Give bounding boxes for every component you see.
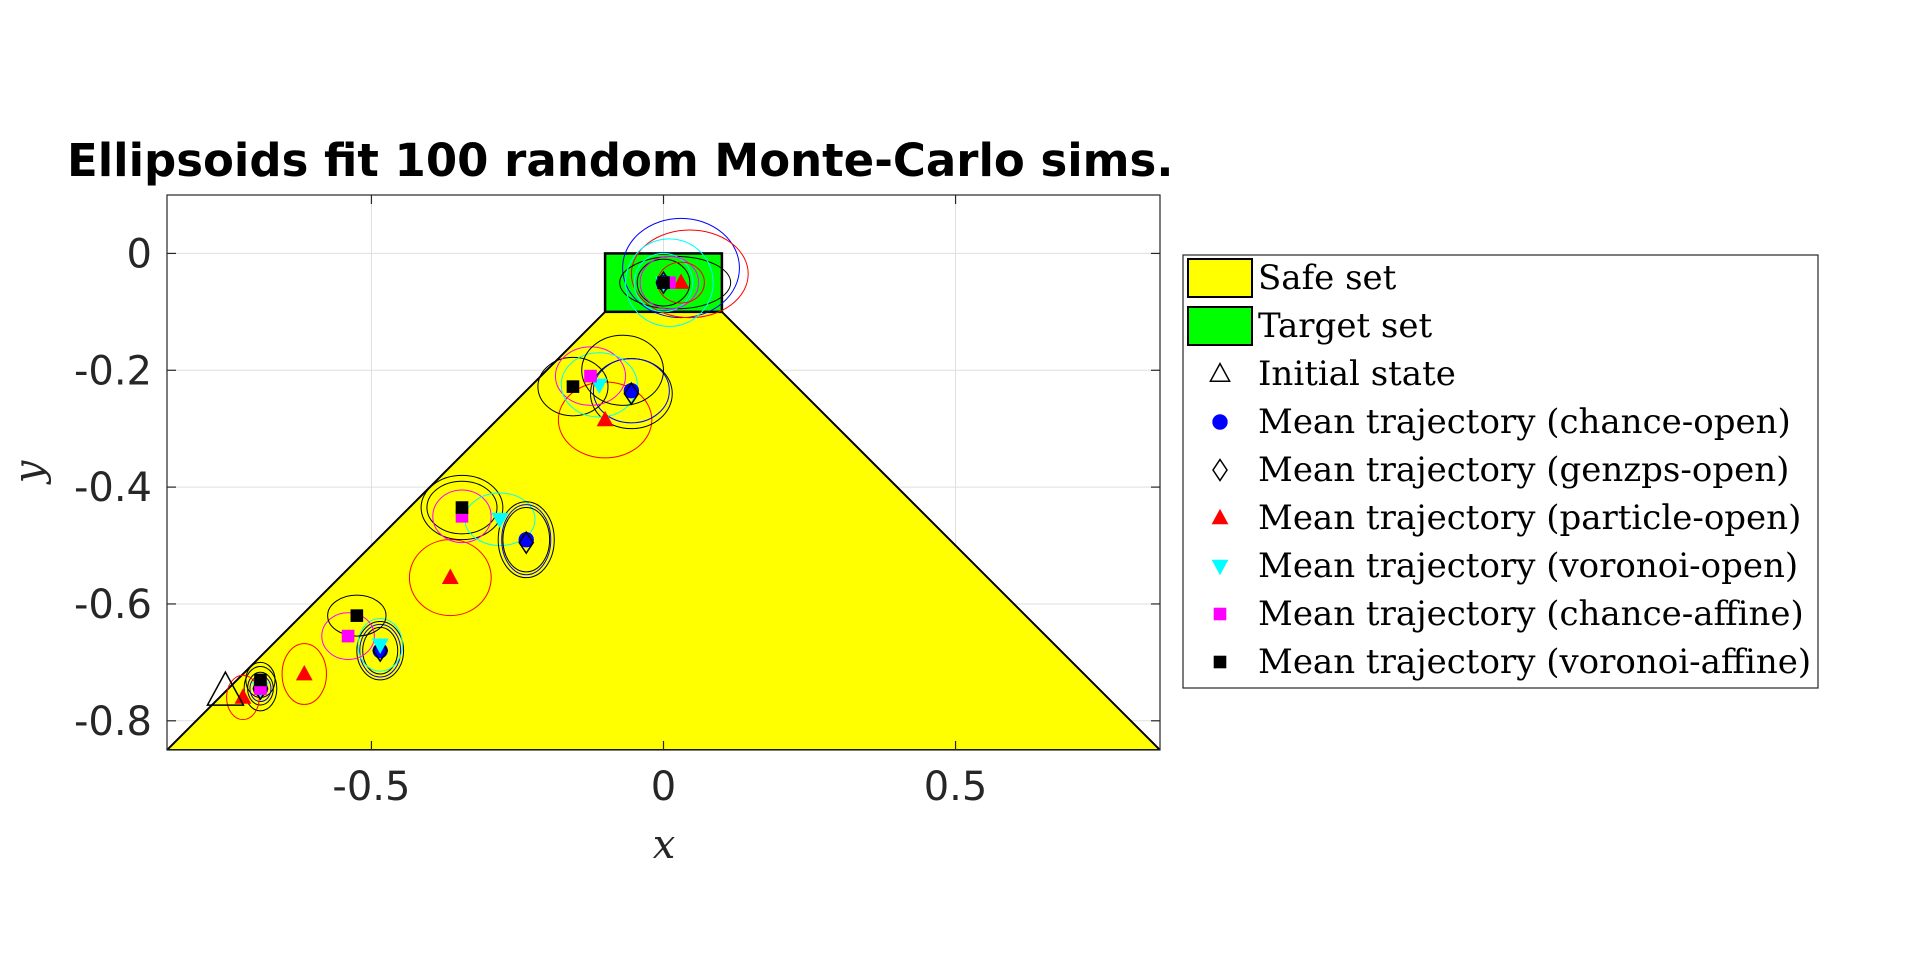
y-axis-label: y xyxy=(6,459,52,485)
ellipsoid xyxy=(321,612,375,660)
ellipsoid xyxy=(630,229,749,319)
ellipsoid xyxy=(636,258,691,307)
y-tick-label: -0.6 xyxy=(74,582,152,628)
ticks-layer: -0.5 0 0.5 0 -0.2 -0.4 -0.6 -0.8 xyxy=(74,195,1160,810)
x-tick-label: 0 xyxy=(651,764,676,810)
legend-items: Safe set Target set Initial state Mean traj… xyxy=(1187,258,1811,682)
data-point-series-2 xyxy=(372,638,389,663)
legend-label: Mean trajectory (chance-affine) xyxy=(1258,594,1804,634)
legend-label: Safe set xyxy=(1258,258,1397,298)
y-tick-label: -0.8 xyxy=(74,699,152,745)
data-point-series-2 xyxy=(623,381,640,406)
ellipsoid xyxy=(592,358,670,424)
legend-marker xyxy=(1213,607,1227,621)
data-point-series-3 xyxy=(234,688,252,704)
data-point-series-2 xyxy=(518,530,535,555)
legend-label: Mean trajectory (voronoi-affine) xyxy=(1258,642,1811,682)
legend-swatch xyxy=(1187,306,1253,346)
data-point-series-4 xyxy=(590,378,608,394)
ellipsoid xyxy=(639,255,700,310)
y-tick-label: -0.4 xyxy=(74,465,152,511)
data-point-series-4 xyxy=(371,638,389,654)
data-point-series-6 xyxy=(657,276,670,289)
data-point-series-1 xyxy=(623,383,640,399)
ellipsoid xyxy=(356,620,405,681)
plot-area: -0.5 0 0.5 0 -0.2 -0.4 -0.6 -0.8 xyxy=(74,194,1161,810)
ellipsoid xyxy=(501,504,552,576)
legend-marker xyxy=(1213,655,1227,669)
data-point-series-3 xyxy=(672,273,690,289)
ellipsoid xyxy=(625,238,714,327)
legend-marker xyxy=(1212,414,1228,430)
data-point-series-6 xyxy=(350,609,364,622)
data-point-series-3 xyxy=(295,664,313,681)
data-point-series-5 xyxy=(584,369,597,383)
legend-marker xyxy=(1211,559,1229,576)
legend-label: Target set xyxy=(1258,306,1432,346)
ellipsoid xyxy=(420,474,504,541)
ellipsoid xyxy=(502,507,551,573)
data-point-series-3 xyxy=(596,410,614,427)
legend-label: Mean trajectory (particle-open) xyxy=(1258,498,1801,538)
ellipsoid xyxy=(357,618,403,672)
ellipsoid xyxy=(426,480,498,535)
ellipsoid xyxy=(432,489,492,544)
ellipsoid xyxy=(408,539,492,617)
x-tick-label: -0.5 xyxy=(332,764,410,810)
initial-state-marker xyxy=(206,670,245,706)
markers-layer xyxy=(206,270,690,706)
ellipsoid xyxy=(581,334,664,406)
legend-label: Mean trajectory (voronoi-open) xyxy=(1258,546,1798,586)
data-point-series-6 xyxy=(566,380,580,393)
legend-marker xyxy=(1209,362,1231,382)
x-axis-label: x xyxy=(653,822,676,868)
ellipsoid xyxy=(497,501,555,579)
legend-marker xyxy=(1212,458,1228,482)
legend-label: Mean trajectory (chance-open) xyxy=(1258,402,1791,442)
data-point-series-3 xyxy=(441,568,459,584)
ellipsoid xyxy=(243,665,278,712)
data-point-series-1 xyxy=(518,531,534,548)
ellipsoid xyxy=(554,346,627,406)
data-point-series-5 xyxy=(341,629,355,643)
data-point-series-6 xyxy=(455,501,469,514)
legend-swatch xyxy=(1187,258,1253,298)
ellipsoid xyxy=(560,352,638,418)
legend-label: Initial state xyxy=(1258,354,1456,394)
legend-marker xyxy=(1211,508,1229,525)
data-point-series-6 xyxy=(254,673,267,687)
y-tick-label: 0 xyxy=(127,231,152,277)
ellipsoid xyxy=(633,252,694,313)
ellipsoid xyxy=(327,594,387,637)
data-point-series-4 xyxy=(491,512,509,529)
legend-label: Mean trajectory (genzps-open) xyxy=(1258,450,1789,490)
chart-title: Ellipsoids fit 100 random Monte-Carlo si… xyxy=(67,134,1173,187)
legend-box xyxy=(1182,254,1819,689)
legend: Safe set Target set Initial state Mean traj… xyxy=(1182,254,1819,689)
y-tick-label: -0.2 xyxy=(74,348,152,394)
ellipsoid xyxy=(281,643,327,705)
x-tick-label: 0.5 xyxy=(924,764,988,810)
ellipsoid xyxy=(537,356,609,417)
ellipsoid xyxy=(359,623,402,678)
